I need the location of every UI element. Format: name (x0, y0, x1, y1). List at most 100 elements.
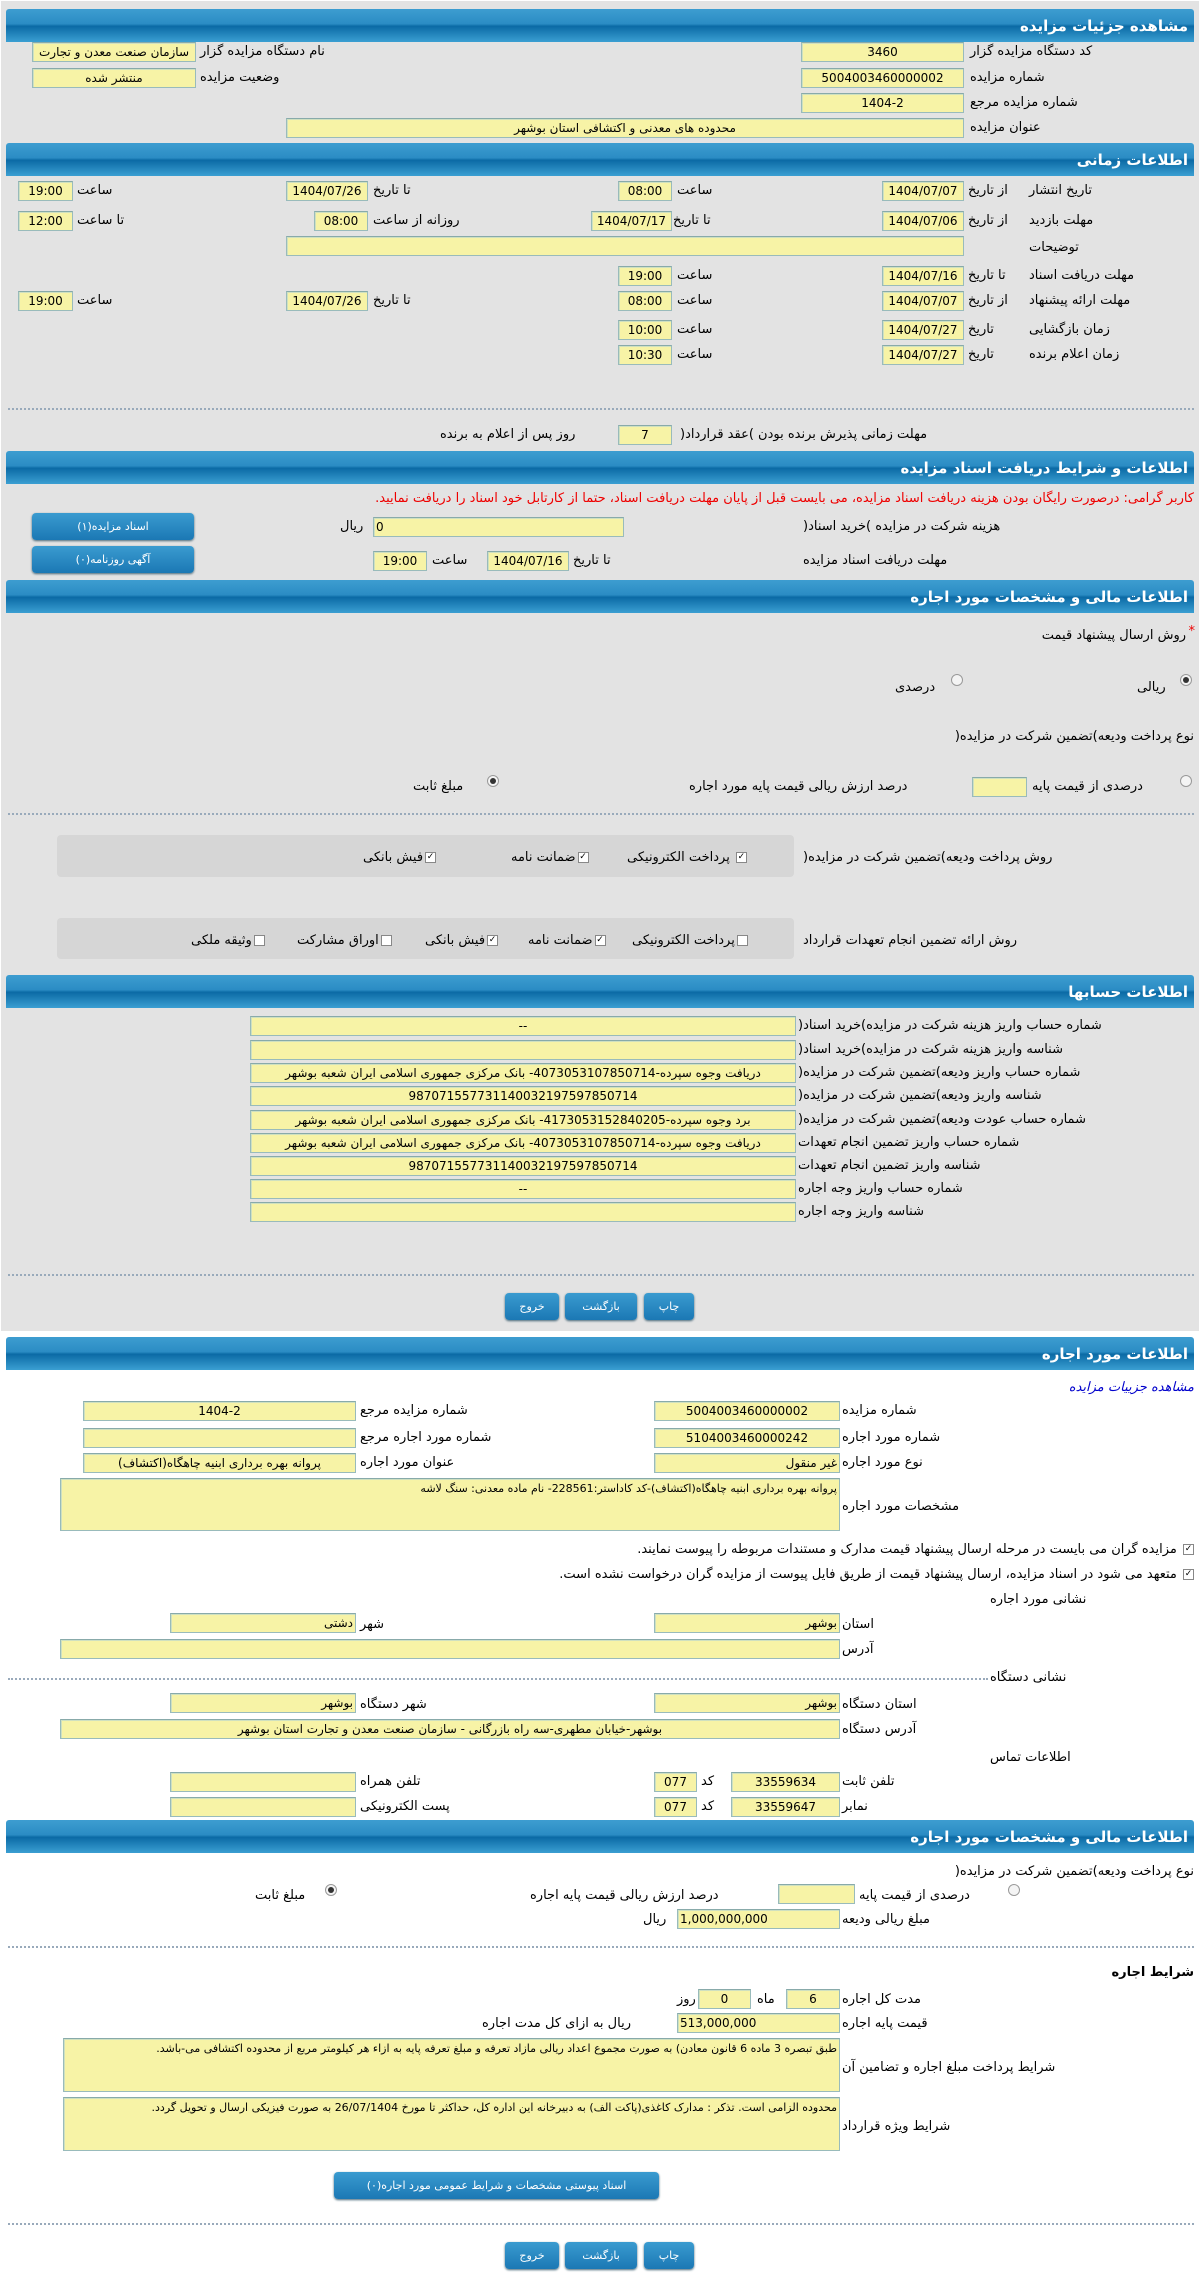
city-label: شهر (360, 1617, 385, 1632)
check1-text: مزایده گران می بایست در مرحله ارسال پیشن… (637, 1542, 1177, 1557)
to-date-label: تا تاریخ (373, 183, 411, 198)
auction-docs-button[interactable]: اسناد مزایده(۱) (32, 513, 194, 540)
opening-date-field: 1404/07/27 (882, 320, 964, 340)
divider (8, 813, 1194, 815)
checkbox-unchecked-icon[interactable] (253, 935, 265, 946)
check2-text: متعهد می شود در اسناد مزایده، ارسال پیشن… (559, 1567, 1177, 1582)
checkbox-checked-icon[interactable]: ✓ (1183, 1544, 1194, 1555)
guarantee-property[interactable]: وثیقه ملکی (191, 931, 265, 951)
visit-to-time-field: 12:00 (18, 211, 73, 231)
checkbox-checked-icon[interactable]: ✓ (735, 852, 747, 863)
account-row-value: دریافت وجوه سپرده-4073053107850714- بانک… (250, 1133, 796, 1153)
item-no-label: شماره مورد اجاره (842, 1430, 941, 1445)
notes-field (286, 236, 964, 256)
guarantee-label: روش ارائه تضمین انجام تعهدات قرارداد (803, 933, 1018, 948)
day-label: روز (677, 1992, 696, 2007)
fee-label: هزینه شرکت در مزایده )خرید اسناد( (803, 519, 1001, 534)
checkbox-label: وثیقه ملکی (191, 933, 252, 948)
percent-of-base-radio[interactable] (1180, 775, 1192, 787)
deposit-method-electronic[interactable]: ✓ پرداخت الکترونیکی (627, 848, 747, 868)
offer-to-time-field: 19:00 (18, 291, 73, 311)
deposit-amount-label: مبلغ ریالی ودیعه (842, 1912, 930, 1927)
deadline-label: مهلت دریافت اسناد مزایده (803, 553, 948, 568)
rial-label: ریال (643, 1912, 667, 1927)
opening-time-field: 10:00 (618, 320, 672, 340)
account-row-value (250, 1040, 796, 1060)
publish-from-time-field: 08:00 (618, 181, 672, 201)
org-address-field: بوشهر-خیابان مطهری-سه راه بازرگانی - ساز… (60, 1719, 840, 1739)
percent-of-base-label: درصدی از قیمت پایه (859, 1888, 970, 1903)
hour-label: ساعت (677, 268, 713, 283)
contact-title: اطلاعات تماس (990, 1750, 1071, 1765)
checkbox-checked-icon[interactable]: ✓ (577, 852, 589, 863)
checkbox-unchecked-icon[interactable] (380, 935, 392, 946)
auction-no-label: شماره مزایده (842, 1403, 917, 1418)
fixed-amount-label: مبلغ ثابت (255, 1888, 306, 1903)
status-label: وضعیت مزایده (200, 70, 280, 85)
org-province-field: بوشهر (654, 1693, 840, 1713)
checkbox-checked-icon[interactable]: ✓ (1183, 1569, 1194, 1580)
percent-radio[interactable] (951, 674, 963, 686)
account-row-value: 987071557731140032197597850714 (250, 1156, 796, 1176)
to-date-label: تا تاریخ (373, 293, 411, 308)
checkbox-checked-icon[interactable]: ✓ (425, 852, 437, 863)
guarantee-methods-box (57, 918, 794, 959)
auction-no-field: 5004003460000002 (654, 1401, 840, 1421)
back-button[interactable]: بازگشت (565, 2242, 637, 2269)
print-button[interactable]: چاپ (644, 2242, 694, 2269)
deposit-method-guarantee[interactable]: ✓ضمانت نامه (511, 848, 589, 868)
newspaper-ads-button[interactable]: آگهی روزنامه(۰) (32, 546, 194, 573)
date-label: تاریخ (968, 347, 994, 362)
docs-time-field: 19:00 (618, 266, 672, 286)
exit-button[interactable]: خروج (505, 1293, 559, 1320)
print-button[interactable]: چاپ (644, 1293, 694, 1320)
account-row-label: شناسه واریز هزینه شرکت در مزایده)خرید اس… (798, 1042, 1063, 1057)
hour-label: ساعت (77, 293, 113, 308)
divider (8, 408, 1194, 410)
deadline-time-field: 19:00 (373, 551, 427, 571)
docs-deadline-label: مهلت دریافت اسناد (1029, 268, 1135, 283)
account-row-label: شماره حساب واریز وجه اجاره (798, 1181, 963, 1196)
attachments-button[interactable]: اسناد پیوستی مشخصات و شرایط عمومی مورد ا… (334, 2172, 659, 2199)
checkbox-unchecked-icon[interactable] (736, 935, 748, 946)
guarantee-bonds[interactable]: اوراق مشارکت (297, 931, 392, 951)
guarantee-guarantee-letter[interactable]: ✓ضمانت نامه (528, 931, 606, 951)
hour-label: ساعت (677, 183, 713, 198)
address-field (60, 1639, 840, 1659)
checkbox-checked-icon[interactable]: ✓ (594, 935, 606, 946)
rial-radio[interactable] (1180, 674, 1192, 686)
account-row-label: شناسه واریز وجه اجاره (798, 1204, 924, 1219)
org-address-title: نشانی دستگاه (990, 1670, 1067, 1685)
section-header-timing: اطلاعات زمانی (6, 143, 1194, 176)
account-row-label: شناسه واریز ودیعه)تضمین شرکت در مزایده( (798, 1088, 1042, 1103)
fixed-amount-label: مبلغ ثابت (413, 779, 464, 794)
section-header-financial: اطلاعات مالی و مشخصات مورد اجاره (6, 580, 1194, 613)
fixed-amount-radio[interactable] (325, 1884, 337, 1896)
city-field: دشتی (170, 1613, 356, 1633)
account-row-label: شماره حساب واریز تضمین انجام تعهدات (798, 1135, 1020, 1150)
publish-from-field: 1404/07/07 (882, 181, 964, 201)
hour-label: ساعت (677, 322, 713, 337)
base-price-label: قیمت پایه اجاره (842, 2016, 928, 2031)
section-header-lease-item: اطلاعات مورد اجاره (6, 1337, 1194, 1370)
to-hour-label: تا ساعت (77, 213, 125, 228)
checkbox-label: ضمانت نامه (511, 850, 576, 865)
account-row-value: دریافت وجوه سپرده-4073053107850714- بانک… (250, 1063, 796, 1083)
divider (8, 1274, 1194, 1276)
hour-label: ساعت (432, 553, 468, 568)
fixed-amount-radio[interactable] (487, 775, 499, 787)
guarantee-bank-slip[interactable]: ✓فیش بانکی (425, 931, 499, 951)
lease-terms-title: شرایط اجاره (1111, 1965, 1194, 1980)
percent-of-base-radio[interactable] (1008, 1884, 1020, 1896)
docs-to-field: 1404/07/16 (882, 266, 964, 286)
account-row-label: شناسه واریز تضمین انجام تعهدات (798, 1158, 981, 1173)
exit-button[interactable]: خروج (505, 2242, 559, 2269)
price-method-label: روش ارسال پیشنهاد قیمت (1041, 628, 1186, 643)
daily-from-hour-label: روزانه از ساعت (373, 213, 460, 228)
back-button[interactable]: بازگشت (565, 1293, 637, 1320)
deposit-method-bank-slip[interactable]: ✓فیش بانکی (363, 848, 437, 868)
auction-details-link[interactable]: مشاهده جزییات مزایده (1068, 1380, 1194, 1395)
guarantee-electronic[interactable]: پرداخت الکترونیکی (632, 931, 748, 951)
check2-row: ✓ متعهد می شود در اسناد مزایده، ارسال پی… (559, 1565, 1194, 1585)
checkbox-checked-icon[interactable]: ✓ (487, 935, 499, 946)
